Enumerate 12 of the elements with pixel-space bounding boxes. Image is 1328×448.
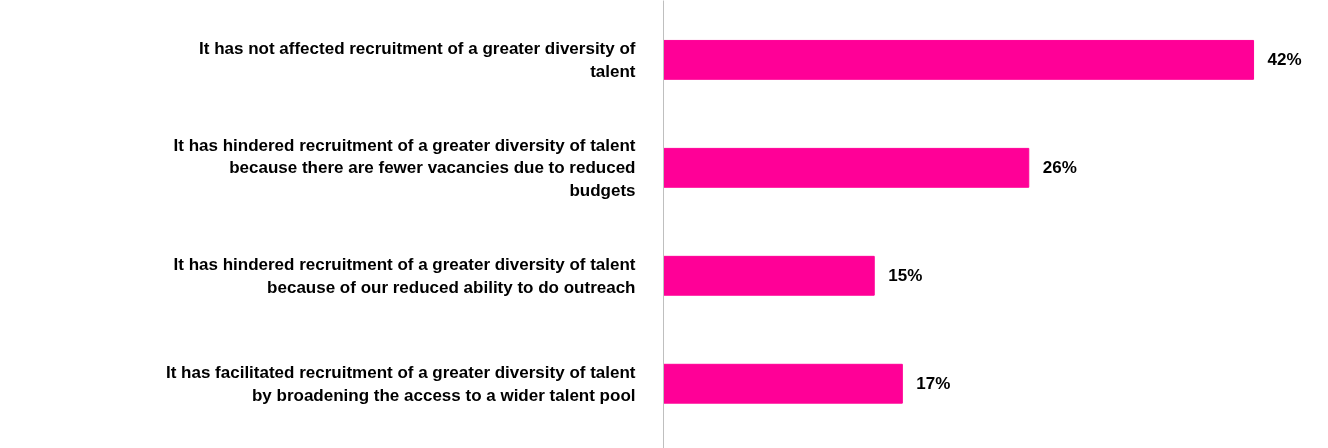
- data-label: 26%: [1042, 158, 1077, 178]
- bar: [663, 147, 1030, 188]
- y-tick-label: It has not affected recruitment of a greater diversity of talent: [199, 38, 636, 81]
- y-tick-label: It has hindered recruitment of a greater diversity of talent because of our reduced ability to do outreach: [173, 254, 636, 297]
- data-label: 17%: [916, 374, 951, 394]
- bar: [663, 39, 1255, 80]
- y-tick-label: It has hindered recruitment of a greater diversity of talent because there are fewer vacancies due to reduced budgets: [173, 135, 636, 201]
- bar: [663, 255, 875, 296]
- bar: [663, 363, 903, 404]
- data-label: 42%: [1267, 50, 1302, 70]
- data-label: 15%: [888, 266, 923, 286]
- y-tick-label: It has facilitated recruitment of a greater diversity of talent by broadening the access to a wider talent pool: [165, 362, 636, 405]
